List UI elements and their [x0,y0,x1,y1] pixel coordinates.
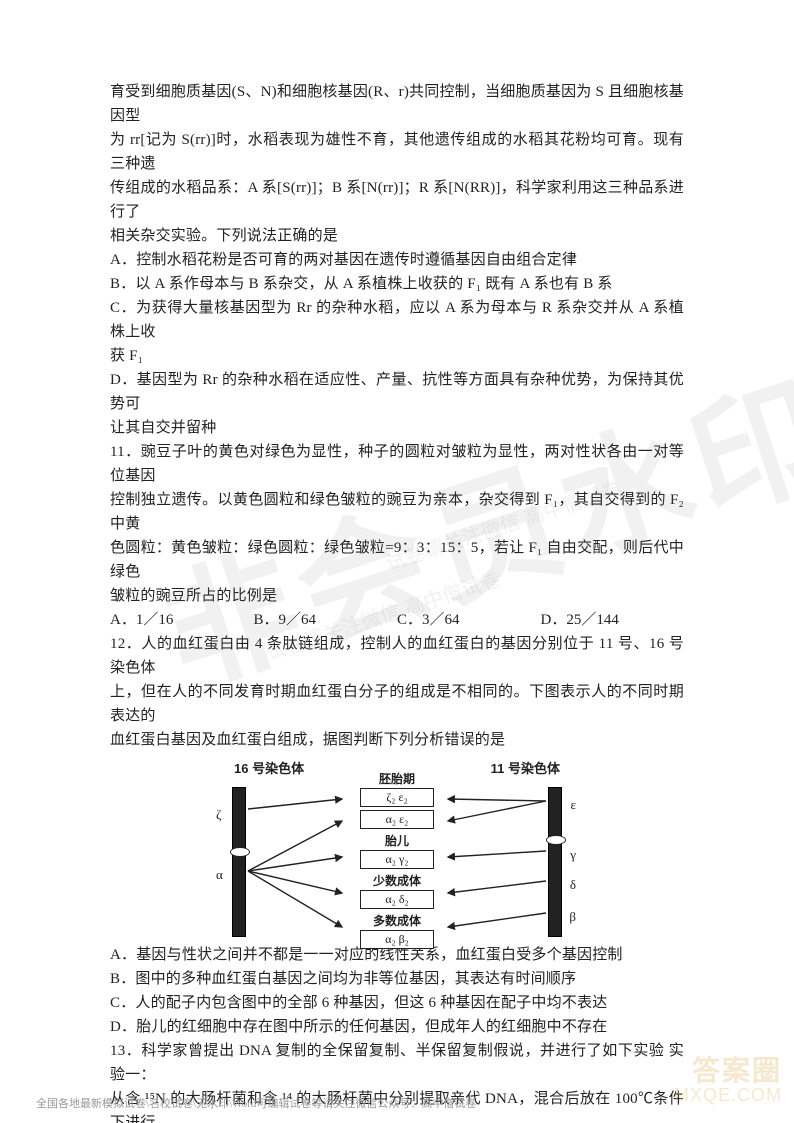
q10-stem-line3: 传组成的水稻品系：A 系[S(rr)]；B 系[N(rr)]；R 系[N(RR)… [110,176,684,224]
q10-option-d-line1: D．基因型为 Rr 的杂种水稻在适应性、产量、抗性等方面具有杂种优势，为保持其优… [110,368,684,416]
q12-option-d: D．胎儿的红细胞中存在图中所示的任何基因，但成年人的红细胞中不存在 [110,1015,684,1039]
q11-stem-line4: 皱粒的豌豆所占的比例是 [110,584,684,608]
q11-stem-line3: 色圆粒：黄色皱粒：绿色圆粒：绿色皱粒=9：3：15：5，若让 F₁ 自由交配，则… [110,536,684,584]
page-footer: 全国各地最新模拟试卷\名校试卷\无水印\Word可编辑试卷等请关注微信公众号：高… [0,1095,794,1111]
gene-epsilon-label: ε [571,797,576,813]
q12-stem-line1: 12．人的血红蛋白由 4 条肽链组成，控制人的血红蛋白的基因分别位于 11 号、… [110,632,684,680]
page: 非会员水印 试卷请关注微信 高中僧试卷 试卷请关注微信 高中僧试卷 育受到细胞质… [0,0,794,1123]
q10-option-c-line2: 获 F₁ [110,344,684,368]
gene-zeta-label: ζ [216,807,221,823]
q11-options: A．1／16 B．9／64 C．3／64 D．25／144 [110,608,684,632]
q10-option-b: B．以 A 系作母本与 B 系杂交，从 A 系植株上收获的 F₁ 既有 A 系也… [110,272,684,296]
q11-stem-line2: 控制独立遗传。以黄色圆粒和绿色皱粒的豌豆为亲本，杂交得到 F₁，其自交得到的 F… [110,488,684,536]
q11-option-d: D．25／144 [541,608,685,632]
q10-option-a: A．控制水稻花粉是否可育的两对基因在遗传时遵循基因自由组合定律 [110,248,684,272]
diagram-arrows [232,779,562,939]
q12-option-b: B．图中的多种血红蛋白基因之间均为非等位基因，其表达有时间顺序 [110,967,684,991]
q10-stem-line2: 为 rr[记为 S(rr)]时，水稻表现为雄性不育，其他遗传组成的水稻其花粉均可… [110,128,684,176]
q11-option-b: B．9／64 [254,608,398,632]
gene-delta-label: δ [570,877,576,893]
gene-gamma-label: γ [570,847,576,863]
q13-stem-line1: 13．科学家曾提出 DNA 复制的全保留复制、半保留复制假说，并进行了如下实验 … [110,1039,684,1087]
q10-option-c-line1: C．为获得大量核基因型为 Rr 的杂种水稻，应以 A 系为母本与 R 系杂交并从… [110,296,684,344]
q11-stem-line1: 11．豌豆子叶的黄色对绿色为显性，种子的圆粒对皱粒为显性，两对性状各由一对等位基… [110,440,684,488]
gene-alpha-label: α [216,867,223,883]
q12-stem-line3: 血红蛋白基因及血红蛋白组成，据图判断下列分析错误的是 [110,728,684,752]
q10-stem-line4: 相关杂交实验。下列说法正确的是 [110,224,684,248]
q12-diagram: 16 号染色体 11 号染色体 ζ α 胚胎期 ζ₂ ε₂ α₂ ε₂ 胎儿 α… [232,758,562,939]
q11-option-a: A．1／16 [110,608,254,632]
gene-beta-label: β [569,909,576,925]
corner-watermark-line1: 答案圈 [674,1057,782,1085]
q10-stem-line1: 育受到细胞质基因(S、N)和细胞核基因(R、r)共同控制，当细胞质基因为 S 且… [110,80,684,128]
q11-option-c: C．3／64 [397,608,541,632]
q12-option-c: C．人的配子内包含图中的全部 6 种基因，但这 6 种基因在配子中均不表达 [110,991,684,1015]
q12-stem-line2: 上，但在人的不同发育时期血红蛋白分子的组成是不相同的。下图表示人的不同时期表达的 [110,680,684,728]
q10-option-d-line2: 让其自交并留种 [110,416,684,440]
